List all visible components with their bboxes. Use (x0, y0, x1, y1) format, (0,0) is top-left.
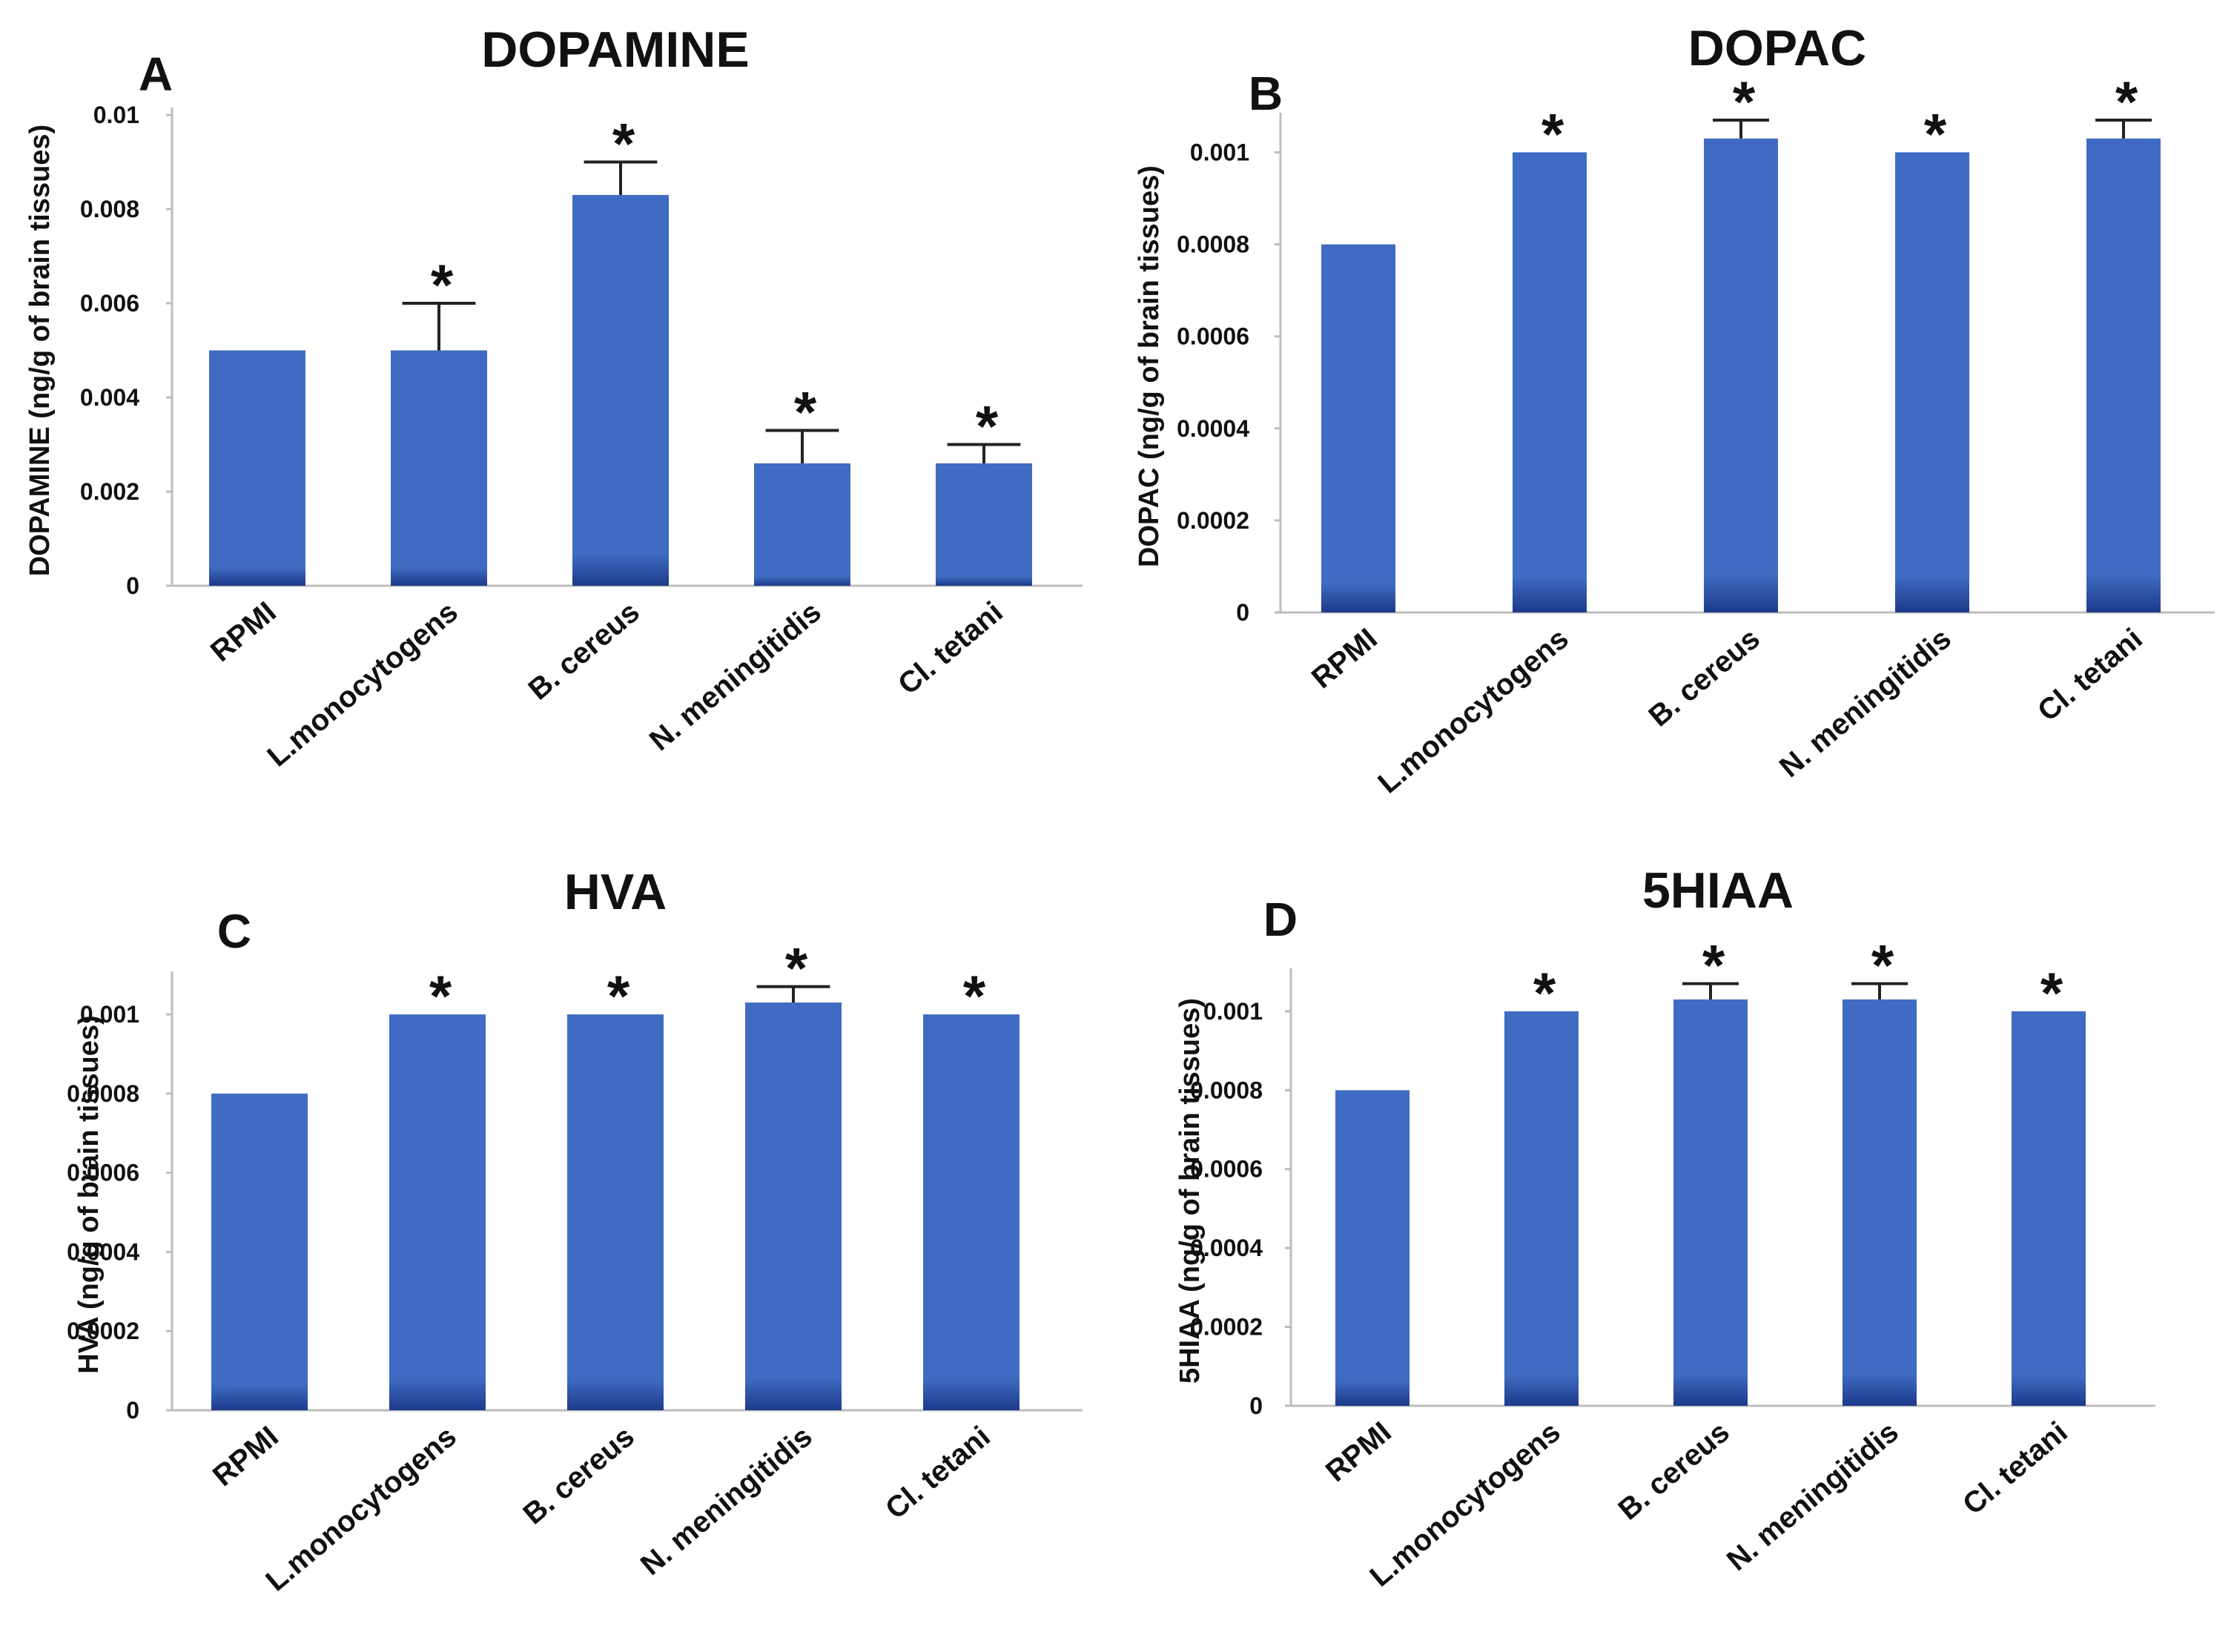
panel-letter: C (217, 905, 251, 958)
x-category-label: Cl. tetani (1957, 1415, 2074, 1521)
bar (936, 463, 1032, 586)
y-tick-label: 0.001 (1190, 139, 1249, 165)
y-tick-label: 0.0008 (1190, 1077, 1263, 1103)
y-tick-label: 0.0004 (1190, 1235, 1263, 1261)
significance-star: * (976, 394, 999, 459)
bar (745, 1002, 842, 1410)
x-category-label: RPMI (1306, 622, 1384, 695)
y-tick-label: 0.0002 (1190, 1314, 1263, 1341)
y-tick-label: 0.0008 (67, 1080, 139, 1107)
bar (1321, 244, 1395, 612)
y-tick-label: 0.01 (93, 102, 139, 128)
y-tick-label: 0.0008 (1177, 231, 1249, 258)
x-category-label: L.monocytogens (260, 1420, 462, 1597)
significance-star: * (1733, 69, 1756, 134)
x-category-label: RPMI (205, 595, 282, 668)
y-tick-label: 0.001 (1203, 998, 1263, 1025)
significance-star: * (2040, 960, 2063, 1025)
panel-letter: D (1263, 893, 1298, 946)
y-tick-label: 0.0002 (67, 1318, 139, 1344)
y-tick-label: 0.006 (80, 290, 139, 317)
significance-star: * (1871, 933, 1894, 998)
x-category-label: N. meningitidis (644, 595, 827, 757)
significance-star: * (1533, 960, 1556, 1025)
x-category-label: B. cereus (518, 1420, 641, 1530)
y-tick-label: 0 (1249, 1392, 1263, 1419)
chart-title: 5HIAA (1642, 862, 1794, 919)
y-tick-label: 0.0006 (67, 1160, 139, 1186)
y-tick-label: 0.001 (80, 1001, 139, 1028)
significance-star: * (429, 963, 452, 1028)
significance-star: * (1541, 101, 1564, 166)
x-category-label: Cl. tetani (879, 1420, 997, 1525)
x-category-label: Cl. tetani (892, 595, 1009, 701)
bar (1843, 999, 1917, 1406)
significance-star: * (794, 379, 817, 444)
chart-title: DOPAC (1688, 20, 1867, 76)
bar (1895, 152, 1969, 612)
x-category-label: B. cereus (523, 595, 646, 706)
bar (1504, 1011, 1579, 1406)
y-tick-label: 0.0002 (1177, 507, 1249, 534)
bar (1673, 999, 1748, 1406)
significance-star: * (963, 963, 986, 1028)
significance-star: * (612, 111, 635, 176)
x-category-label: RPMI (1320, 1415, 1398, 1488)
x-category-label: B. cereus (1613, 1415, 1736, 1526)
y-tick-label: 0 (1236, 599, 1249, 626)
y-tick-label: 0 (126, 572, 139, 599)
bar (923, 1014, 1019, 1410)
panel-b-dopac: DOPAC B DOPAC (ng/g of brain tissues) 0 0.00… (1134, 20, 2215, 800)
bar (1335, 1090, 1410, 1406)
bar (391, 350, 487, 586)
y-tick-label: 0.004 (80, 384, 139, 411)
y-tick-label: 0.0006 (1190, 1156, 1263, 1183)
significance-star: * (1702, 933, 1725, 998)
x-category-label: Cl. tetani (2032, 622, 2149, 727)
significance-star: * (2115, 69, 2138, 134)
y-axis-label: DOPAC (ng/g of brain tissues) (1134, 165, 1165, 567)
bar (567, 1014, 664, 1410)
y-tick-label: 0.0004 (1177, 415, 1249, 442)
y-tick-label: 0.002 (80, 478, 139, 505)
panel-d-5hiaa: 5HIAA D 5HIAA (ng/g of brain tissues) 0 0.00… (1174, 862, 2155, 1593)
x-category-label: N. meningitidis (1774, 622, 1957, 784)
x-category-label: N. meningitidis (635, 1420, 819, 1582)
y-axis-label: HVA (ng/g of brain tissues) (73, 1015, 105, 1373)
significance-star: * (607, 963, 630, 1028)
significance-star: * (785, 936, 808, 1001)
y-tick-label: 0.0006 (1177, 323, 1249, 350)
bar (209, 350, 305, 586)
chart-title: DOPAMINE (481, 22, 749, 78)
panel-a-dopamine: DOPAMINE A DOPAMINE (ng/g of brain tissues… (24, 22, 1083, 773)
x-category-label: N. meningitidis (1721, 1415, 1905, 1577)
y-tick-label: 0 (126, 1397, 139, 1424)
bar (389, 1014, 486, 1410)
bar (572, 194, 669, 586)
panel-c-hva: HVA C HVA (ng/g of brain tissues) 0 0.0002 0.… (67, 864, 1083, 1598)
x-category-label: L.monocytogens (261, 595, 463, 773)
bar (1513, 152, 1587, 612)
bar (1704, 138, 1778, 612)
y-axis-label: DOPAMINE (ng/g of brain tissues) (24, 125, 56, 576)
bar (754, 463, 850, 586)
panel-letter: B (1249, 67, 1283, 120)
bar (211, 1093, 308, 1410)
panel-letter: A (139, 47, 173, 101)
significance-star: * (431, 252, 454, 317)
bar (2086, 138, 2161, 612)
x-category-label: RPMI (207, 1420, 285, 1493)
x-category-label: B. cereus (1643, 622, 1766, 733)
significance-star: * (1924, 101, 1947, 166)
bar (2012, 1011, 2086, 1406)
y-tick-label: 0.0004 (67, 1238, 139, 1265)
y-tick-label: 0.008 (80, 196, 139, 222)
x-category-label: L.monocytogens (1372, 622, 1574, 799)
y-axis-label: 5HIAA (ng/g of brain tissues) (1174, 998, 1206, 1384)
chart-title: HVA (564, 864, 667, 920)
